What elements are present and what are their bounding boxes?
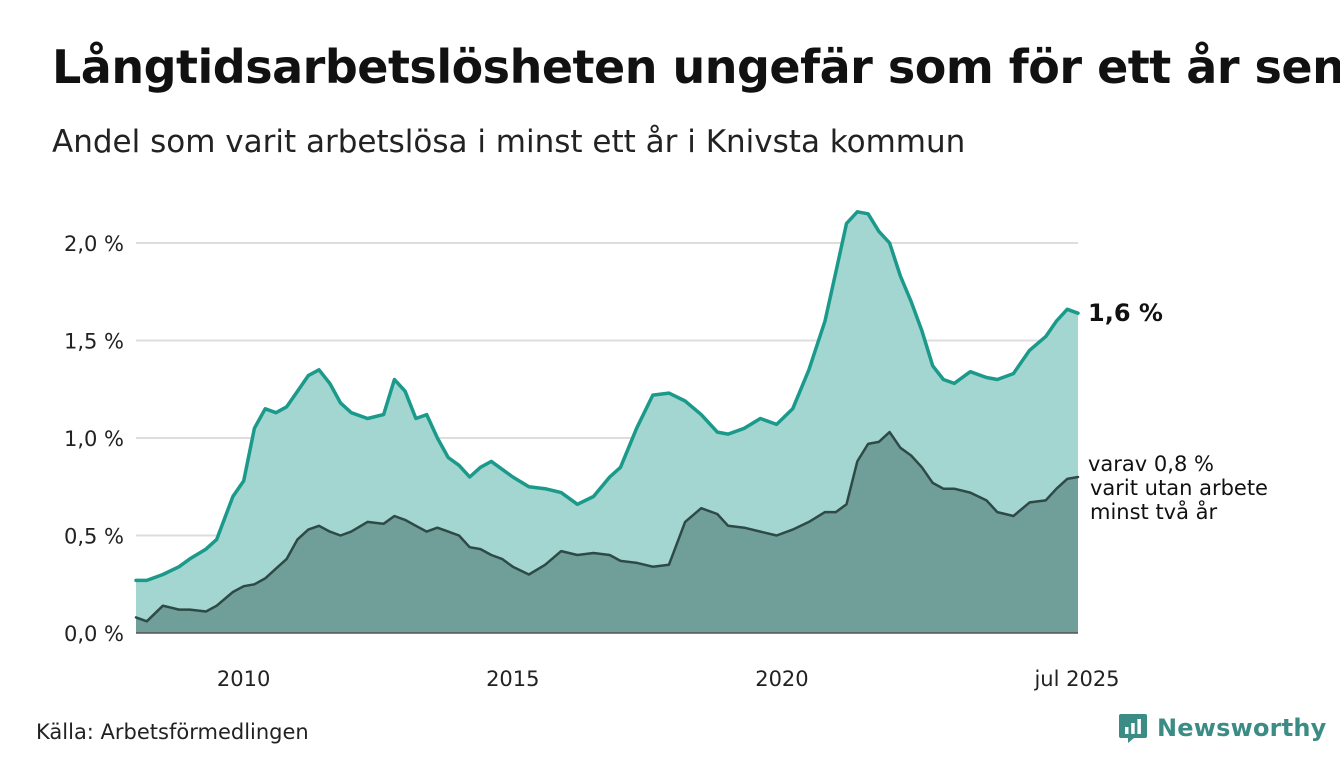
lower-series-end-label: varav 0,8 % varit utan arbete minst två år xyxy=(1088,452,1268,524)
brand-logo: Newsworthy xyxy=(1118,712,1327,744)
chart-subtitle: Andel som varit arbetslösa i minst ett å… xyxy=(52,124,966,160)
tick-labels: 0,0 % 0,5 % 1,0 % 1,5 % 2,0 % 2010 2015 2020 jul… xyxy=(64,232,1120,691)
chart-title: Långtidsarbetslösheten ungefär som för e… xyxy=(52,40,1340,94)
x-tick-label: 2020 xyxy=(755,667,808,691)
end-labels: 1,6 % varav 0,8 % varit utan arbete minst t… xyxy=(1088,299,1268,524)
series-upper-line xyxy=(134,210,1080,583)
newsworthy-logo-icon xyxy=(1119,714,1147,743)
upper-series-end-label: 1,6 % xyxy=(1088,299,1163,327)
y-tick-label: 1,0 % xyxy=(64,427,124,451)
y-tick-label: 0,5 % xyxy=(64,525,124,549)
end-label-line: minst två år xyxy=(1090,499,1218,524)
end-label-line: varit utan arbete xyxy=(1090,476,1268,500)
x-tick-label: 2015 xyxy=(486,667,539,691)
end-label-line: varav 0,8 % xyxy=(1088,452,1214,476)
series-lower-line xyxy=(134,430,1080,623)
source-note: Källa: Arbetsförmedlingen xyxy=(36,720,309,744)
brand-name: Newsworthy xyxy=(1157,714,1327,742)
area-layer xyxy=(134,210,1080,634)
x-tick-label: jul 2025 xyxy=(1033,667,1119,691)
y-tick-label: 2,0 % xyxy=(64,232,124,256)
x-tick-label: 2010 xyxy=(217,667,270,691)
y-tick-label: 1,5 % xyxy=(64,330,124,354)
y-tick-label: 0,0 % xyxy=(64,622,124,646)
series-lower-area xyxy=(136,432,1078,633)
